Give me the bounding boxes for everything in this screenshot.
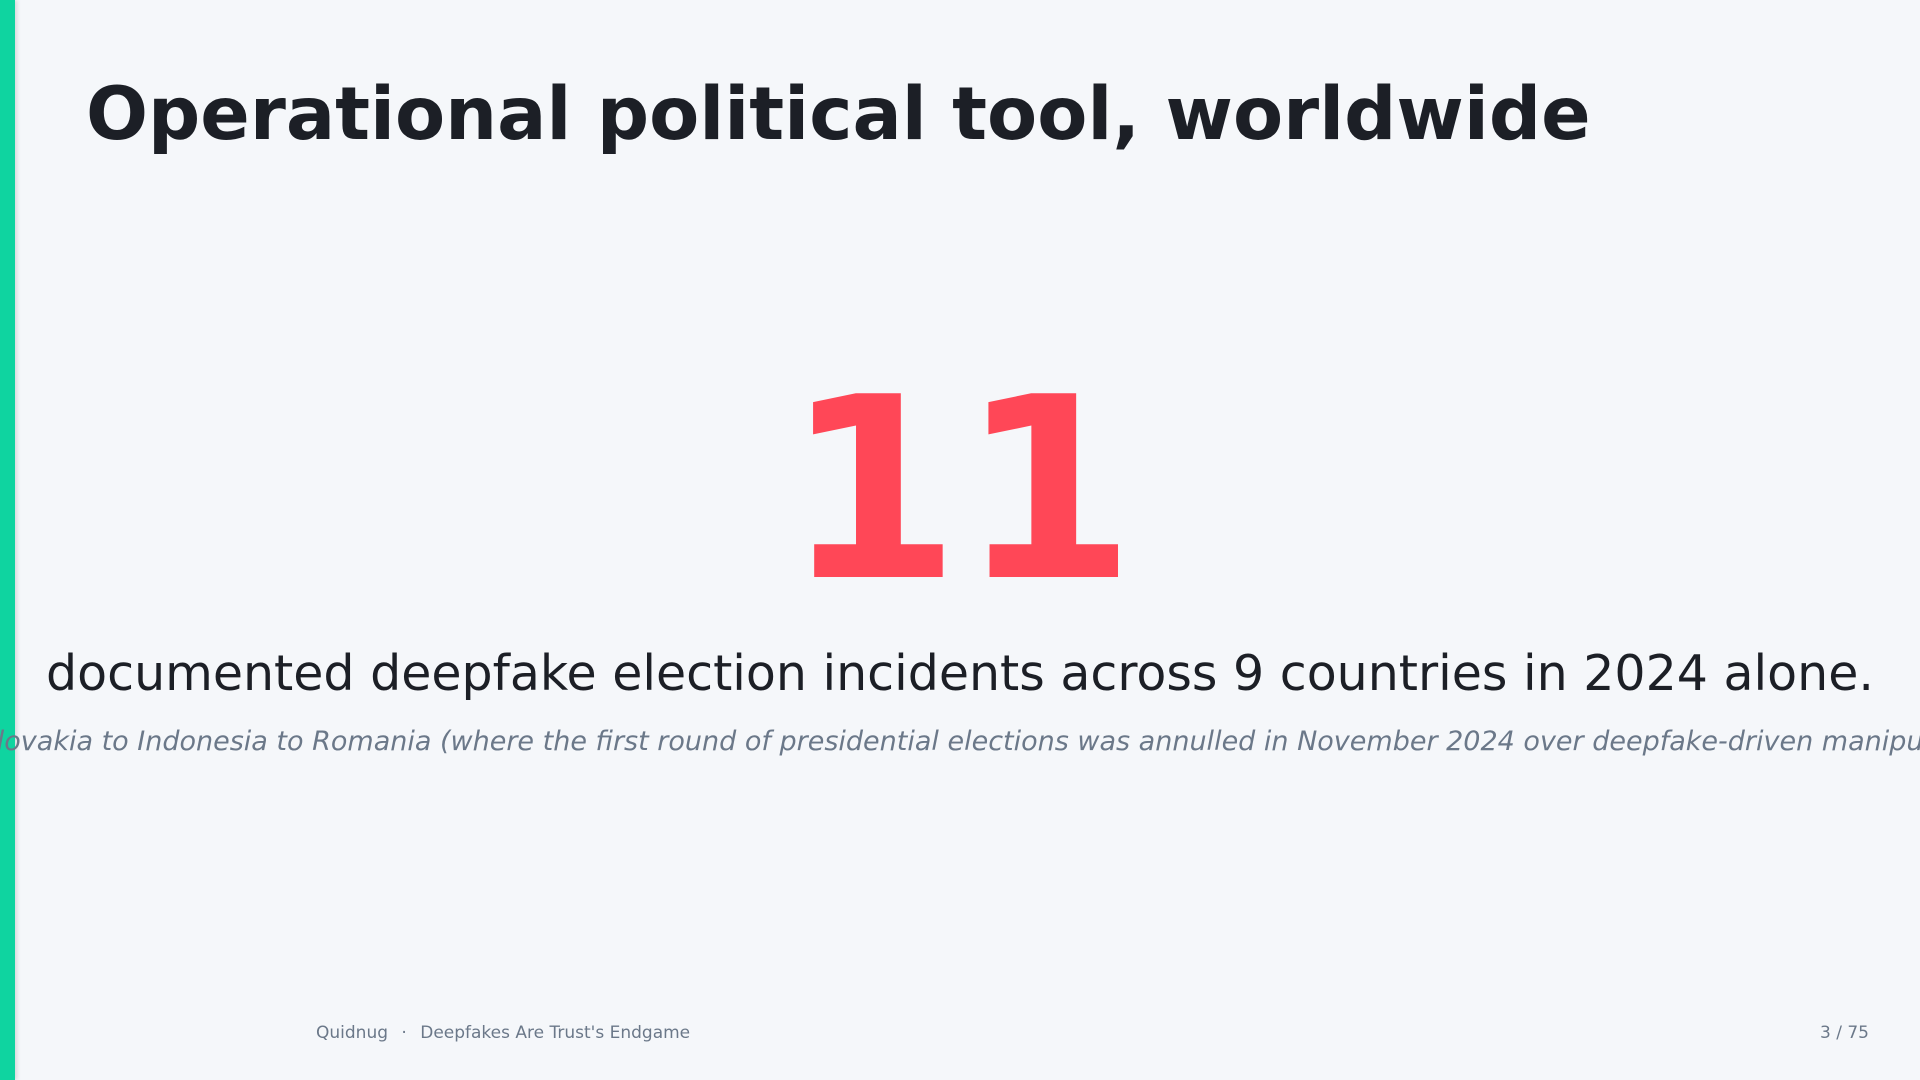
big-stat: 11 xyxy=(784,344,1136,637)
slide-title: Operational political tool, worldwide xyxy=(86,72,1591,157)
stat-detail: From Slovakia to Indonesia to Romania (w… xyxy=(0,726,1920,757)
footer-brand: Quidnug xyxy=(316,1023,389,1043)
accent-bar xyxy=(0,0,15,1080)
detail-container: From Slovakia to Indonesia to Romania (w… xyxy=(0,726,1920,757)
footer-deck: Deepfakes Are Trust's Endgame xyxy=(420,1023,691,1043)
stat-statement: documented deepfake election incidents a… xyxy=(46,645,1874,702)
footer-separator: · xyxy=(401,1023,407,1043)
footer: Quidnug · Deepfakes Are Trust's Endgame xyxy=(316,1023,698,1043)
page-number: 3 / 75 xyxy=(1820,1023,1869,1043)
